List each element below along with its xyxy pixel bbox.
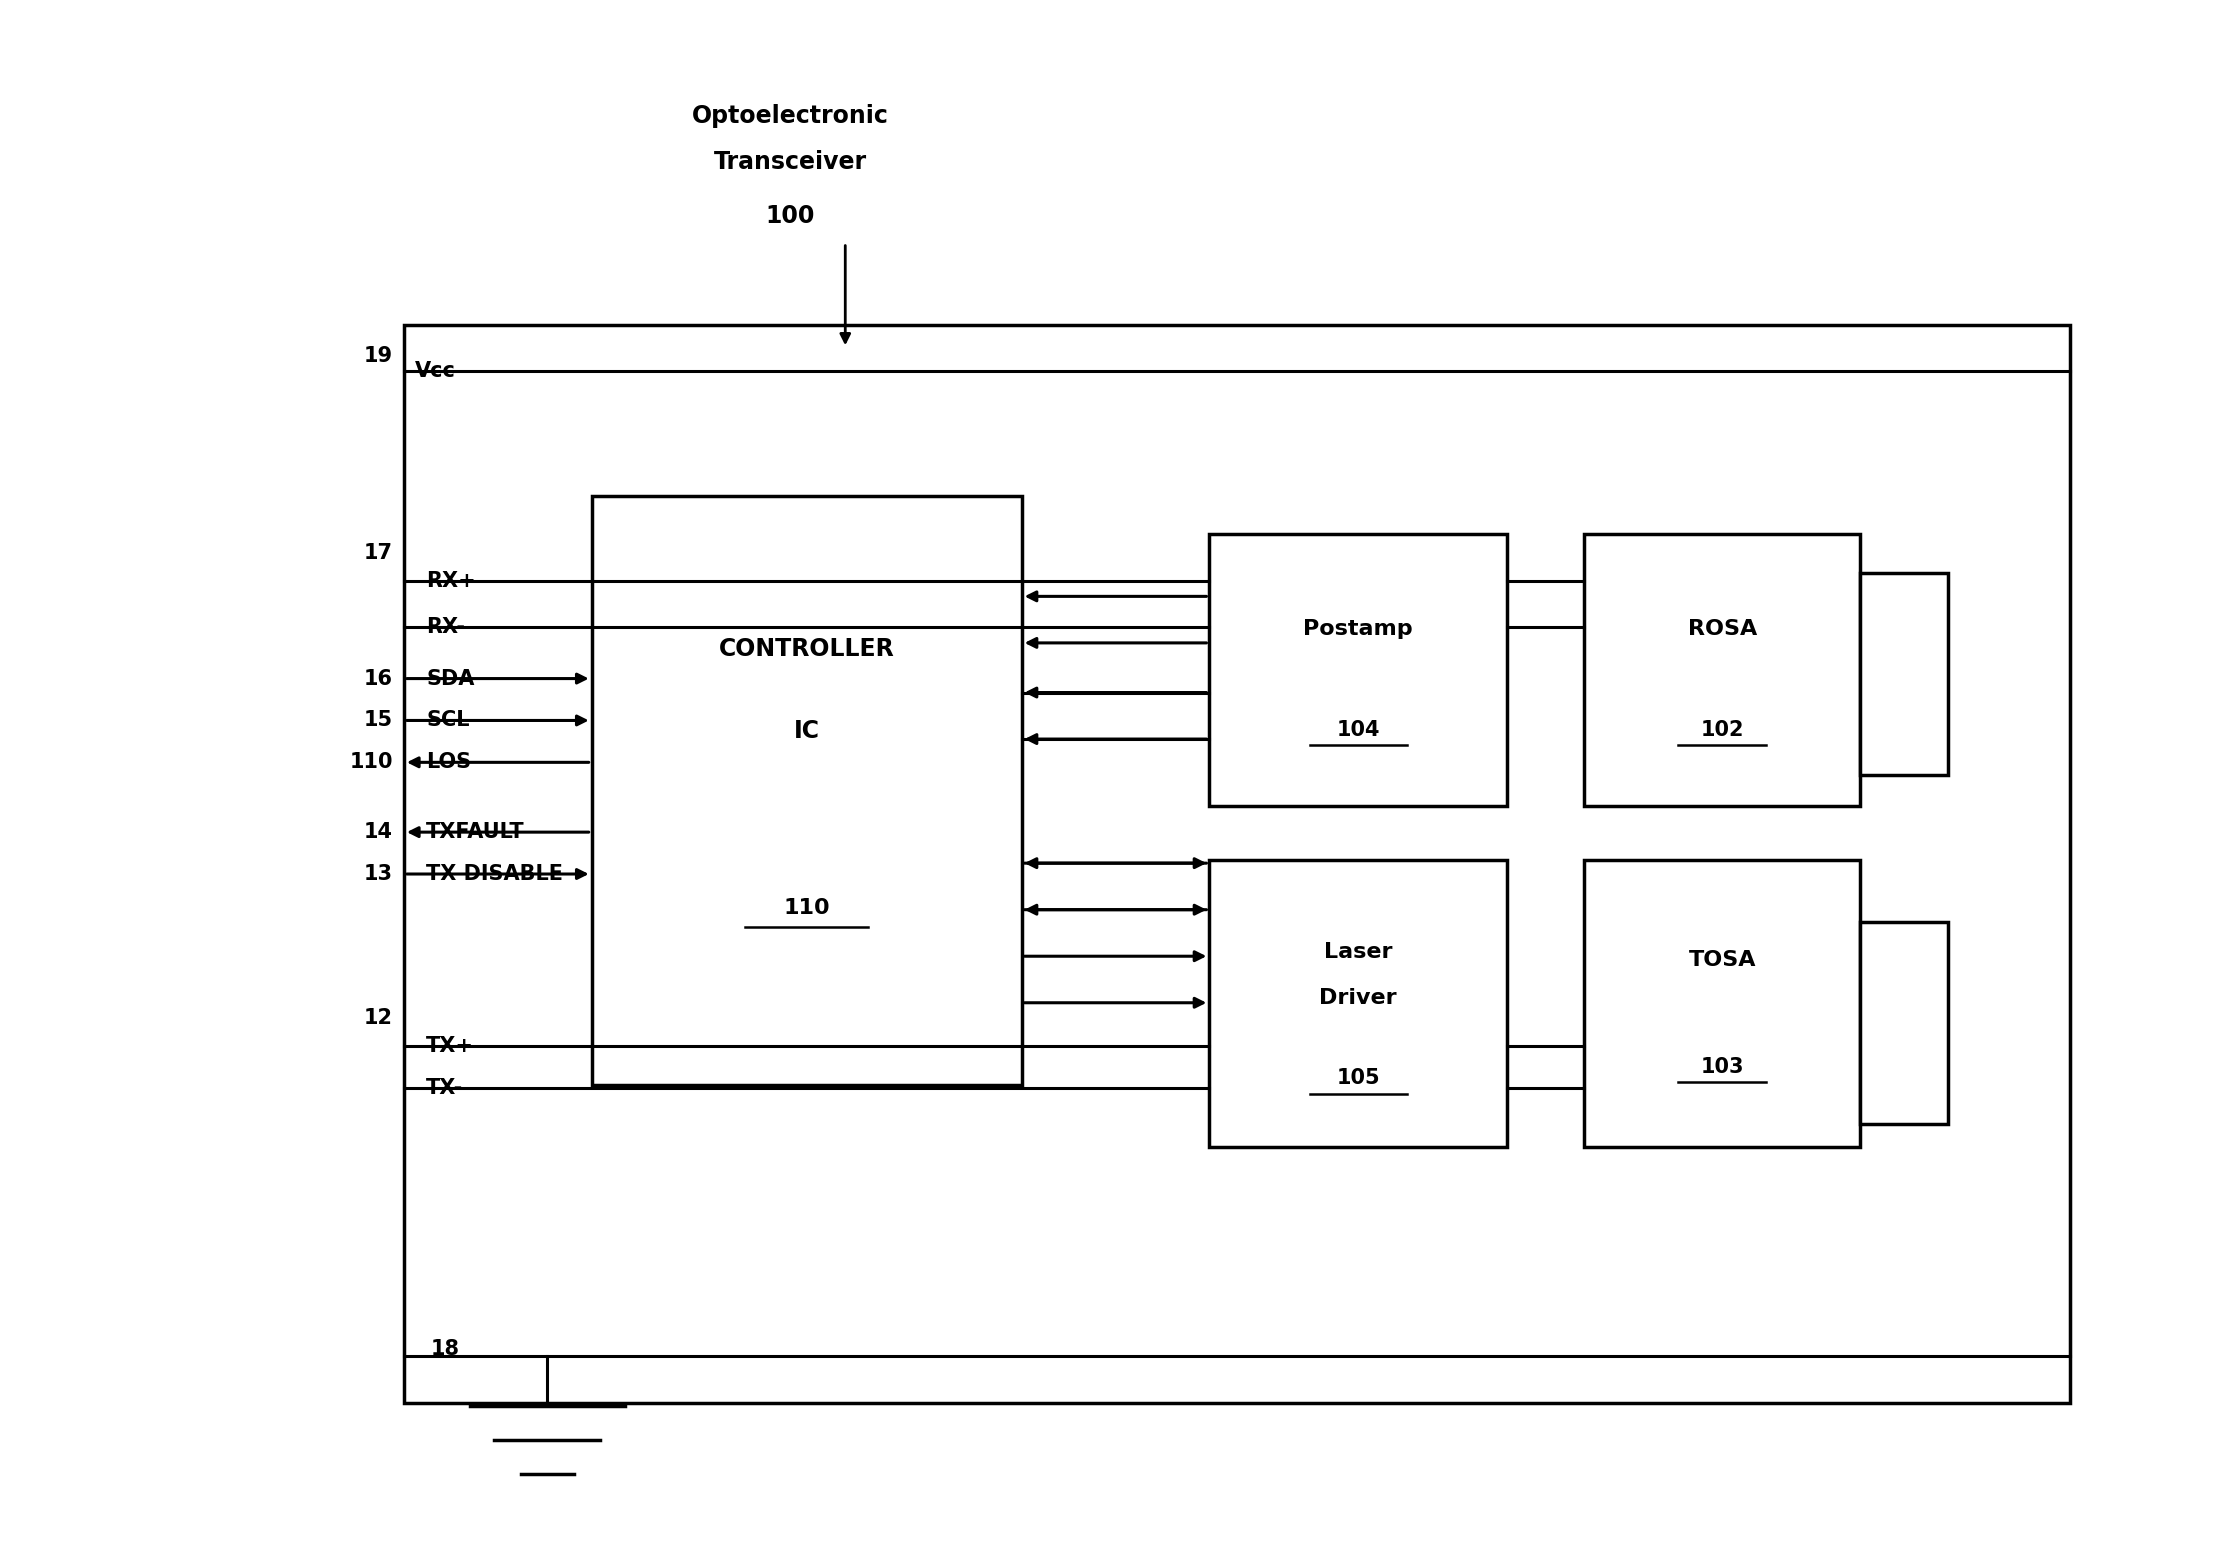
Text: Laser: Laser <box>1323 942 1392 962</box>
Bar <box>1210 861 1507 1147</box>
Text: Postamp: Postamp <box>1303 620 1412 640</box>
Bar <box>404 326 2069 1402</box>
Text: 14: 14 <box>364 822 393 842</box>
Text: TXFAULT: TXFAULT <box>426 822 524 842</box>
Text: 105: 105 <box>1336 1069 1381 1088</box>
Text: IC: IC <box>795 720 819 743</box>
Text: 100: 100 <box>766 205 815 228</box>
Text: Optoelectronic: Optoelectronic <box>693 103 888 127</box>
Text: Driver: Driver <box>1319 988 1396 1008</box>
Bar <box>1585 534 1860 806</box>
Text: 16: 16 <box>364 668 393 689</box>
Text: 18: 18 <box>431 1338 460 1358</box>
Text: 110: 110 <box>784 898 830 919</box>
Text: 19: 19 <box>364 346 393 366</box>
Text: SCL: SCL <box>426 711 471 731</box>
Text: 15: 15 <box>364 711 393 731</box>
Text: TX-: TX- <box>426 1078 464 1099</box>
Text: TX+: TX+ <box>426 1036 475 1056</box>
Text: RX-: RX- <box>426 617 466 637</box>
Text: ROSA: ROSA <box>1687 620 1756 640</box>
Bar <box>1860 573 1949 775</box>
Text: 102: 102 <box>1701 720 1745 740</box>
Text: 12: 12 <box>364 1008 393 1028</box>
Text: LOS: LOS <box>426 753 471 773</box>
Text: 104: 104 <box>1336 720 1381 740</box>
Bar <box>1860 922 1949 1124</box>
Text: TOSA: TOSA <box>1689 950 1756 970</box>
Text: 110: 110 <box>349 753 393 773</box>
Bar <box>1210 534 1507 806</box>
Text: RX+: RX+ <box>426 571 475 592</box>
Text: TX DISABLE: TX DISABLE <box>426 864 564 884</box>
Text: Vcc: Vcc <box>415 362 455 382</box>
Text: 103: 103 <box>1701 1056 1745 1077</box>
Bar <box>1585 861 1860 1147</box>
Text: 13: 13 <box>364 864 393 884</box>
Text: Transceiver: Transceiver <box>713 150 866 174</box>
Text: SDA: SDA <box>426 668 475 689</box>
Text: CONTROLLER: CONTROLLER <box>719 637 895 660</box>
Bar <box>591 496 1021 1085</box>
Text: 17: 17 <box>364 543 393 563</box>
